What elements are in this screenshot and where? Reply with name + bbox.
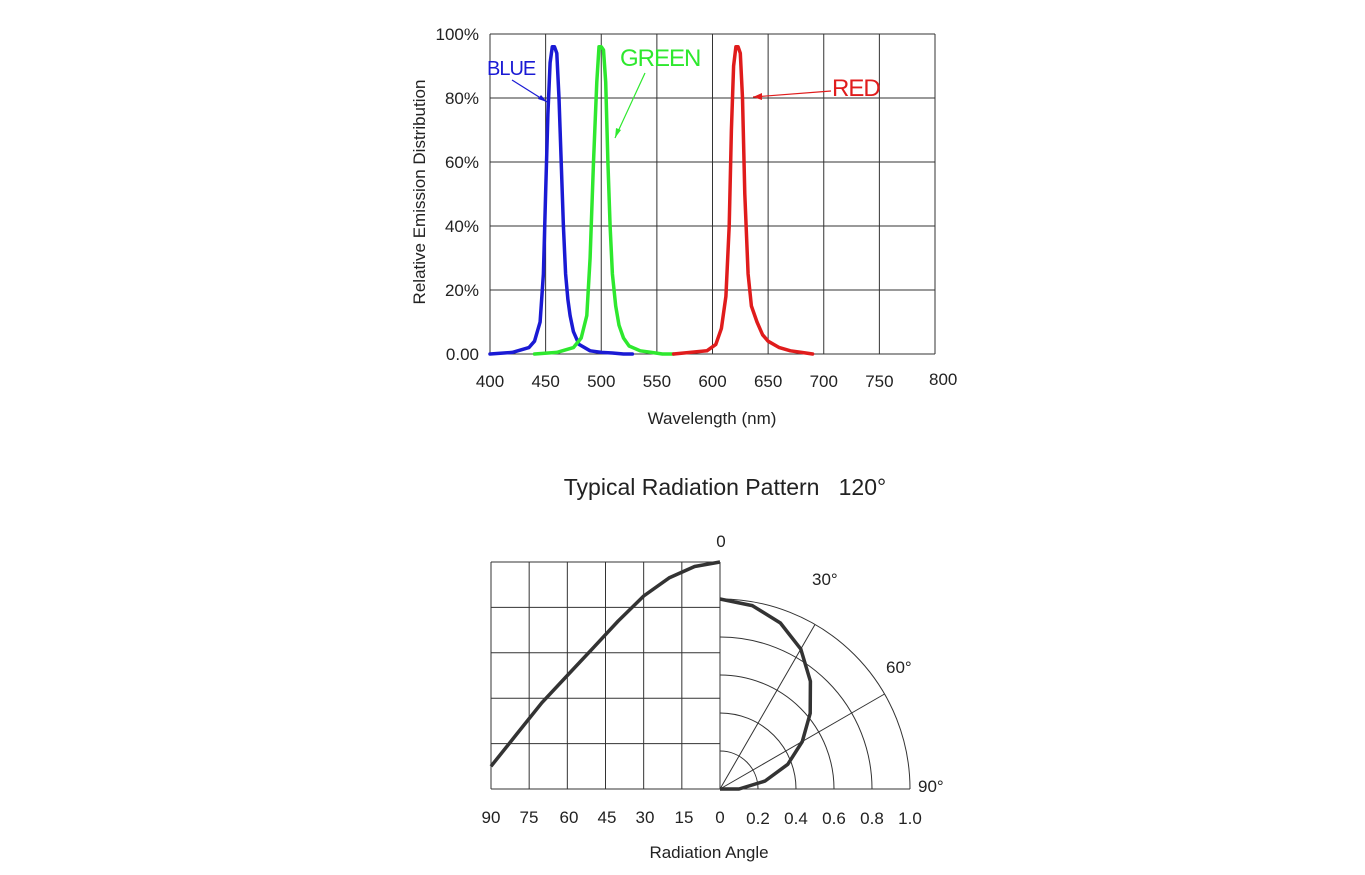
red-label-arrowhead	[753, 93, 762, 100]
series-label-blue: BLUE	[487, 58, 536, 80]
spectrum-y-tick-label: 80%	[445, 89, 479, 108]
radiation-angle-tick-labels: 90 75 60 45 30 15 0	[482, 808, 725, 827]
radiation-x-axis-label: Radiation Angle	[649, 843, 768, 862]
radiation-angle-tick: 75	[520, 808, 539, 827]
radiation-polar-arc	[719, 598, 911, 790]
radiation-pattern-curve-group	[489, 560, 813, 791]
radiation-pattern-chart: Typical Radiation Pattern 120° 90 75 60 45 3…	[482, 474, 944, 862]
spectrum-x-tick-label: 600	[698, 372, 726, 391]
radiation-polar-arc	[719, 712, 797, 790]
radiation-angle-label: 60°	[886, 658, 912, 677]
spectrum-x-tick-label: 450	[531, 372, 559, 391]
blue-label-arrowhead	[538, 95, 547, 102]
radiation-angle-tick: 0	[715, 808, 724, 827]
radiation-angle-tick: 15	[675, 808, 694, 827]
spectrum-y-tick-label: 20%	[445, 281, 479, 300]
spectrum-y-axis-label: Relative Emission Distribution	[410, 80, 429, 305]
spectrum-x-axis-label: Wavelength (nm)	[648, 409, 777, 428]
radiation-polar-spoke	[719, 624, 816, 790]
radiation-angle-tick: 90	[482, 808, 501, 827]
red-label-arrow	[752, 90, 832, 98]
spectrum-x-tick-label: 550	[643, 372, 671, 391]
spectrum-x-tick-label: 650	[754, 372, 782, 391]
radiation-radius-tick: 0.8	[860, 809, 884, 828]
spectrum-y-tick-label: 40%	[445, 217, 479, 236]
spectrum-x-tick-label: 500	[587, 372, 615, 391]
green-label-arrowhead	[615, 128, 621, 138]
radiation-polar-grid	[719, 598, 911, 790]
radiation-radius-tick: 0.6	[822, 809, 846, 828]
spectrum-x-tick-label: 750	[865, 372, 893, 391]
radiation-angle-labels: 0 30° 60° 90°	[716, 532, 943, 796]
radiation-angle-tick: 60	[560, 808, 579, 827]
series-line-blue	[488, 45, 635, 356]
radiation-chart-title: Typical Radiation Pattern 120°	[564, 474, 886, 500]
spectrum-x-tick-label: 800	[929, 370, 957, 389]
radiation-angle-label: 0	[716, 532, 725, 551]
radiation-radius-tick-labels: 0.2 0.4 0.6 0.8 1.0	[746, 809, 922, 828]
spectrum-series-lines	[488, 45, 815, 356]
series-line-green	[532, 45, 676, 356]
radiation-angle-label: 90°	[918, 777, 944, 796]
radiation-polar-arc	[719, 636, 873, 790]
series-line-red	[671, 45, 815, 356]
radiation-angle-label: 30°	[812, 570, 838, 589]
radiation-curve-right	[719, 597, 813, 791]
spectrum-x-tick-label: 400	[476, 372, 504, 391]
radiation-radius-tick: 0.4	[784, 809, 808, 828]
spectrum-x-tick-labels: 400 450 500 550 600 650 700 750 800	[476, 370, 958, 391]
radiation-radius-tick: 0.2	[746, 809, 770, 828]
spectrum-y-tick-label: 100%	[436, 25, 479, 44]
radiation-polar-arc	[719, 674, 835, 790]
emission-spectrum-chart: 400 450 500 550 600 650 700 750 800 0.00 20% 40% 60…	[410, 25, 957, 428]
spectrum-y-tick-labels: 0.00 20% 40% 60% 80% 100%	[436, 25, 479, 364]
radiation-curve-left	[489, 560, 721, 768]
green-label-arrow	[614, 72, 646, 139]
series-label-red: RED	[832, 75, 880, 102]
radiation-radius-tick: 1.0	[898, 809, 922, 828]
spectrum-y-tick-label: 0.00	[446, 345, 479, 364]
spectrum-x-tick-label: 700	[810, 372, 838, 391]
series-label-green: GREEN	[620, 45, 700, 72]
spectrum-y-tick-label: 60%	[445, 153, 479, 172]
radiation-angle-tick: 45	[598, 808, 617, 827]
radiation-angle-tick: 30	[636, 808, 655, 827]
radiation-left-grid	[490, 561, 721, 790]
